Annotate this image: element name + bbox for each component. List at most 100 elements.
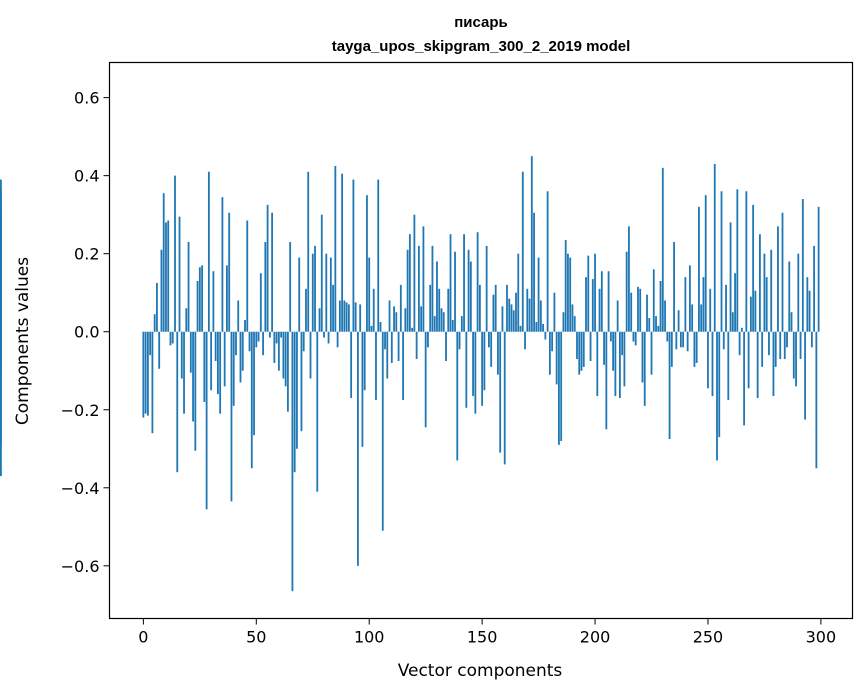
- bar: [214, 331, 217, 361]
- bar: [770, 249, 773, 332]
- bar: [664, 300, 666, 332]
- bar: [795, 331, 797, 387]
- bar: [275, 331, 278, 344]
- bar: [605, 331, 608, 430]
- bar: [246, 220, 249, 332]
- bar: [670, 331, 673, 367]
- bar: [625, 251, 628, 332]
- bar: [420, 306, 423, 332]
- bar: [207, 171, 210, 332]
- x-axis-label: Vector components: [398, 661, 563, 681]
- bar: [594, 253, 596, 332]
- bar: [460, 316, 463, 332]
- bar: [643, 331, 646, 406]
- bar: [501, 306, 504, 332]
- bar: [377, 179, 380, 332]
- bar: [657, 325, 660, 332]
- bar: [743, 331, 746, 426]
- bar: [381, 331, 384, 531]
- bar-series: [0, 156, 820, 592]
- bar: [499, 331, 502, 453]
- bar: [754, 290, 757, 332]
- bar: [404, 308, 407, 332]
- bar: [679, 331, 682, 348]
- bar: [519, 325, 522, 332]
- bar: [729, 222, 732, 332]
- bar: [693, 331, 696, 367]
- bar: [259, 273, 262, 332]
- bar: [673, 241, 675, 332]
- bar: [320, 214, 323, 332]
- bar: [632, 331, 635, 342]
- bar: [169, 331, 172, 346]
- bar: [325, 253, 328, 332]
- y-tick-label: −0.4: [61, 479, 100, 498]
- bar: [783, 331, 786, 360]
- x-tick-label: 150: [467, 628, 498, 647]
- bar: [786, 331, 788, 348]
- bar: [799, 331, 802, 360]
- chart-title: писарь: [454, 14, 508, 31]
- bar: [569, 257, 572, 332]
- bar: [232, 331, 235, 406]
- bar: [567, 253, 569, 332]
- x-tick-label: 250: [693, 628, 724, 647]
- bar: [241, 331, 244, 371]
- bar: [740, 327, 743, 332]
- x-tick-label: 50: [246, 628, 266, 647]
- bar: [637, 286, 639, 332]
- bar: [686, 331, 689, 352]
- bar: [372, 288, 375, 332]
- bar: [797, 253, 800, 332]
- bar: [476, 232, 479, 332]
- bar: [497, 331, 499, 375]
- bar: [300, 331, 303, 432]
- bar: [264, 241, 267, 332]
- y-axis-ticks: −0.6 −0.4 −0.2 0.0 0.2 0.4 0.6: [61, 89, 110, 576]
- bar: [171, 331, 174, 344]
- bar: [332, 284, 334, 332]
- bar: [144, 331, 147, 414]
- bar: [506, 284, 508, 332]
- bar: [472, 331, 474, 397]
- bar: [359, 304, 362, 332]
- bar: [526, 288, 529, 332]
- bar: [399, 284, 402, 332]
- bar: [659, 281, 662, 332]
- bar: [756, 331, 759, 399]
- bar: [727, 331, 730, 400]
- bar: [704, 195, 707, 332]
- y-tick-label: 0.2: [74, 245, 99, 264]
- bar: [695, 331, 698, 363]
- bar: [449, 234, 452, 332]
- bar: [558, 331, 560, 445]
- bar: [618, 331, 621, 399]
- bar: [804, 331, 806, 420]
- bar: [808, 290, 811, 332]
- chart-subtitle: tayga_upos_skipgram_300_2_2019 model: [332, 38, 631, 55]
- bar: [600, 271, 603, 332]
- bar: [533, 212, 535, 332]
- bar: [528, 298, 531, 332]
- bar: [406, 249, 409, 332]
- y-tick-label: 0.4: [74, 167, 99, 186]
- bar: [779, 331, 782, 360]
- bar: [752, 204, 755, 332]
- y-tick-label: −0.2: [61, 401, 100, 420]
- bar: [747, 331, 750, 389]
- bar: [189, 331, 192, 373]
- bar: [535, 321, 538, 332]
- bar: [634, 331, 637, 346]
- bar: [736, 189, 739, 332]
- bar: [530, 156, 533, 332]
- bar: [203, 331, 206, 402]
- bar: [447, 288, 450, 332]
- bar: [228, 212, 231, 332]
- bar: [684, 277, 687, 332]
- bar: [280, 331, 283, 338]
- bar: [749, 296, 752, 332]
- bar: [456, 331, 459, 461]
- bar: [763, 253, 766, 332]
- bar: [661, 167, 664, 332]
- bar: [235, 331, 237, 356]
